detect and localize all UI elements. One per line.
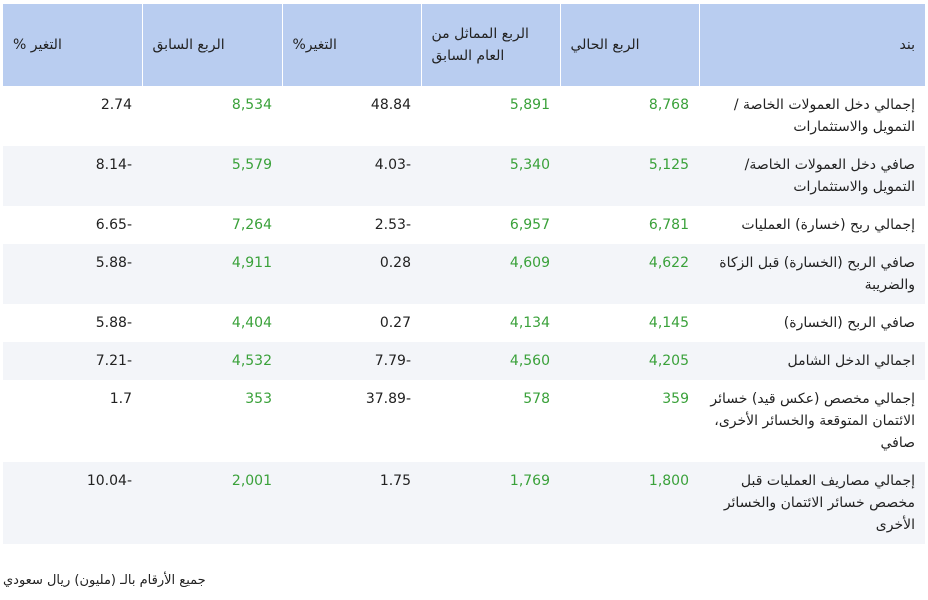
- row-item: صافي الربح (الخسارة) قبل الزكاة والضريبة: [699, 244, 925, 304]
- row-same: 4,609: [421, 244, 560, 304]
- row-change-1: 0.28: [282, 244, 421, 304]
- row-previous: 5,579: [142, 146, 282, 206]
- table-row: إجمالي مخصص (عكس قيد) خسائر الائتمان الم…: [3, 380, 925, 462]
- row-change-2: 5.88-: [3, 244, 142, 304]
- row-item: صافي دخل العمولات الخاصة/ التمويل والاست…: [699, 146, 925, 206]
- header-item: بند: [698, 4, 925, 86]
- table-row: إجمالي مصاريف العمليات قبل مخصص خسائر ال…: [3, 462, 925, 544]
- row-change-2: 5.88-: [95, 315, 132, 331]
- row-same: 1,769: [421, 462, 560, 544]
- financial-results-table: بند الربع الحالي الربع المماثل من العام …: [3, 4, 925, 544]
- row-item: إجمالي دخل العمولات الخاصة / التمويل وال…: [733, 97, 915, 135]
- row-same: 578: [523, 391, 550, 407]
- financial-results-table-container: بند الربع الحالي الربع المماثل من العام …: [3, 4, 925, 544]
- row-current: 4,205: [560, 342, 699, 380]
- row-change-1: 2.53-: [374, 217, 411, 233]
- row-same: 5,340: [421, 146, 560, 206]
- table-row: صافي دخل العمولات الخاصة/ التمويل والاست…: [3, 146, 925, 206]
- table-row: إجمالي دخل العمولات الخاصة / التمويل وال…: [3, 86, 925, 146]
- header-change-2: التغير %: [3, 4, 142, 86]
- row-change-1: 7.79-: [282, 342, 421, 380]
- row-change-2: 8.14-: [3, 146, 142, 206]
- row-item: إجمالي ربح (خسارة) العمليات: [741, 217, 915, 233]
- row-previous: 2,001: [142, 462, 282, 544]
- row-same: 5,891: [509, 97, 550, 113]
- row-current: 6,781: [648, 217, 689, 233]
- row-change-2: 1.7: [109, 391, 132, 407]
- row-current: 4,622: [560, 244, 699, 304]
- row-change-2: 7.21-: [3, 342, 142, 380]
- row-previous: 4,532: [142, 342, 282, 380]
- row-previous: 4,911: [142, 244, 282, 304]
- row-previous: 8,534: [231, 97, 272, 113]
- row-previous: 7,264: [231, 217, 272, 233]
- row-current: 1,800: [560, 462, 699, 544]
- row-change-2: 6.65-: [95, 217, 132, 233]
- row-change-1: 37.89-: [365, 391, 411, 407]
- row-same: 4,560: [421, 342, 560, 380]
- row-change-2: 10.04-: [3, 462, 142, 544]
- header-previous-quarter: الربع السابق: [141, 4, 282, 86]
- row-change-1: 1.75: [282, 462, 421, 544]
- row-previous: 353: [245, 391, 272, 407]
- row-previous: 4,404: [231, 315, 272, 331]
- row-change-1: 48.84: [370, 97, 411, 113]
- row-same: 4,134: [509, 315, 550, 331]
- table-row: إجمالي ربح (خسارة) العمليات 6,781 6,957 …: [3, 206, 925, 244]
- header-change-1: التغير%: [281, 4, 421, 86]
- row-current: 8,768: [648, 97, 689, 113]
- footnote: جميع الأرقام بالـ (مليون) ريال سعودي: [3, 573, 206, 588]
- row-change-1: 4.03-: [282, 146, 421, 206]
- table-header-row: بند الربع الحالي الربع المماثل من العام …: [3, 4, 925, 86]
- row-item: صافي الربح (الخسارة): [783, 315, 915, 331]
- row-item: اجمالي الدخل الشامل: [699, 342, 925, 380]
- header-current-quarter: الربع الحالي: [559, 4, 699, 86]
- row-same: 6,957: [509, 217, 550, 233]
- table-row: صافي الربح (الخسارة) 4,145 4,134 0.27 4,…: [3, 304, 925, 342]
- row-current: 4,145: [648, 315, 689, 331]
- row-current: 5,125: [560, 146, 699, 206]
- table-row: صافي الربح (الخسارة) قبل الزكاة والضريبة…: [3, 244, 925, 304]
- row-change-2: 2.74: [100, 97, 132, 113]
- row-item: إجمالي مخصص (عكس قيد) خسائر الائتمان الم…: [710, 391, 915, 451]
- row-item: إجمالي مصاريف العمليات قبل مخصص خسائر ال…: [699, 462, 925, 544]
- row-current: 359: [662, 391, 689, 407]
- row-change-1: 0.27: [379, 315, 411, 331]
- table-row: اجمالي الدخل الشامل 4,205 4,560 7.79- 4,…: [3, 342, 925, 380]
- header-same-quarter-last-year: الربع المماثل من العام السابق: [420, 4, 560, 86]
